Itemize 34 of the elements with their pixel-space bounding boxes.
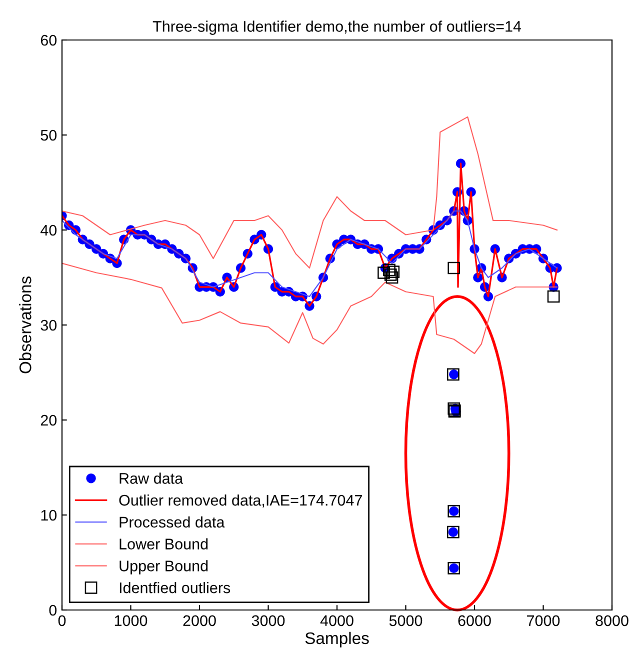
point bbox=[387, 266, 400, 278]
point bbox=[384, 268, 397, 281]
legend-label: Identfied outliers bbox=[120, 582, 230, 594]
x-tick-label: 6000 bbox=[458, 615, 491, 626]
point bbox=[386, 271, 398, 284]
point bbox=[448, 262, 460, 274]
line-series bbox=[62, 262, 558, 354]
x-axis-title: Samples bbox=[305, 632, 369, 648]
y-tick-label: 50 bbox=[40, 130, 57, 141]
legend-label: Raw data bbox=[120, 472, 184, 484]
y-axis-title: Observations bbox=[19, 276, 32, 374]
y-tick-label: 20 bbox=[40, 414, 57, 426]
x-tick-label: 1000 bbox=[114, 615, 148, 626]
legend-label: Processed data bbox=[120, 516, 225, 528]
x-tick-label: 7000 bbox=[527, 615, 560, 626]
x-tick-label: 4000 bbox=[320, 615, 354, 626]
line-series bbox=[62, 116, 558, 269]
y-tick-label: 30 bbox=[40, 320, 57, 331]
x-tick-label: 0 bbox=[58, 615, 66, 626]
y-tick-label: 10 bbox=[41, 510, 57, 521]
point bbox=[383, 264, 396, 276]
x-tick-label: 8000 bbox=[596, 615, 628, 626]
y-tick-label: 60 bbox=[40, 34, 57, 46]
legend-label: Upper Bound bbox=[120, 560, 208, 574]
legend-label: Outlier removed data,IAE=174.7047 bbox=[119, 494, 362, 508]
x-tick-label: 3000 bbox=[252, 615, 285, 626]
chart-title: Three-sigma Identifier demo,the number of outliers=14 bbox=[152, 20, 522, 35]
y-tick-label: 40 bbox=[40, 224, 57, 236]
y-tick-label: 0 bbox=[49, 604, 57, 616]
legend-label: Lower Bound bbox=[120, 538, 208, 550]
point bbox=[547, 290, 560, 303]
x-tick-label: 2000 bbox=[183, 615, 216, 626]
point bbox=[378, 266, 390, 279]
x-tick-label: 5000 bbox=[389, 615, 422, 626]
